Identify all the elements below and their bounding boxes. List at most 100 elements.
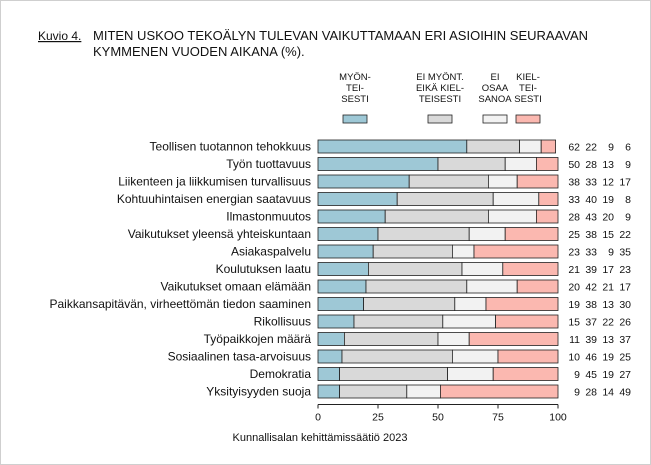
figure-label: Kuvio 4. [38, 29, 81, 43]
value-label: 13 [602, 334, 614, 346]
category-label: Teollisen tuotannon tehokkuus [150, 140, 311, 154]
x-tick-label: 75 [492, 412, 504, 424]
value-label: 42 [585, 282, 597, 294]
value-label: 46 [585, 352, 597, 364]
legend-label: TEI- [346, 83, 364, 94]
value-label: 39 [585, 334, 597, 346]
bars: Teollisen tuotannon tehokkuus 62 22 9 6Työn … [50, 140, 632, 399]
bar-segment [516, 279, 559, 294]
bar-segment [437, 332, 470, 346]
value-label: 27 [619, 369, 631, 381]
bar-segment [372, 244, 453, 259]
category-label: Paikkansapitävän, virheettömän tiedon sa… [50, 297, 312, 311]
legend-label: EI MYÖNT. [416, 72, 464, 83]
chart-title-line-2: KYMMENEN VUODEN AIKANA (%). [93, 44, 305, 59]
value-label: 9 [574, 369, 580, 381]
value-label: 35 [619, 247, 631, 259]
bar-segment [317, 192, 398, 206]
bar-segment [317, 384, 341, 399]
bar-segment [487, 209, 537, 224]
bar-segment [485, 297, 559, 311]
value-label: 9 [574, 387, 580, 399]
bar-segment [454, 297, 487, 311]
value-label: 62 [568, 142, 580, 154]
bar-segment [468, 332, 559, 346]
legend-label: MYÖN- [339, 72, 371, 83]
bar-segment [540, 139, 557, 154]
bar-segment [442, 314, 496, 329]
category-label: Työpaikkojen määrä [204, 332, 312, 346]
x-tick-label: 25 [372, 412, 384, 424]
value-label: 14 [602, 387, 614, 399]
value-label: 38 [585, 229, 597, 241]
value-label: 21 [568, 264, 580, 276]
value-label: 8 [625, 194, 631, 206]
bar-segment [451, 244, 475, 259]
value-label: 22 [619, 229, 631, 241]
bar-segment [317, 297, 364, 311]
value-label: 33 [585, 177, 597, 189]
bar-segment [451, 349, 499, 364]
bar-segment [317, 244, 374, 259]
bar-segment [492, 192, 540, 206]
bar-segment [536, 209, 559, 224]
value-label: 23 [619, 264, 631, 276]
value-label: 33 [568, 194, 580, 206]
value-label: 38 [585, 299, 597, 311]
bar-segment [495, 314, 559, 329]
legend-label: OSAA [482, 83, 509, 94]
bar-segment [502, 262, 559, 276]
bar-segment [339, 384, 408, 399]
legend-label: SESTI [341, 94, 368, 105]
bar-segment [367, 262, 463, 276]
value-label: 10 [568, 352, 580, 364]
value-label: 28 [568, 212, 580, 224]
bar-segment [538, 192, 559, 206]
value-label: 11 [569, 334, 580, 346]
bar-segment [447, 367, 494, 381]
bar-segment [504, 157, 537, 171]
value-label: 28 [585, 159, 597, 171]
value-label: 25 [619, 352, 631, 364]
bar-segment [519, 139, 542, 154]
value-label: 20 [568, 282, 580, 294]
bar-segment [317, 314, 355, 329]
value-label: 17 [619, 177, 631, 189]
bar-segment [487, 174, 518, 189]
x-tick-label: 0 [315, 412, 321, 424]
value-label: 17 [619, 282, 631, 294]
category-label: Rikollisuus [254, 315, 311, 329]
value-label: 19 [568, 299, 580, 311]
source-note: Kunnallisalan kehittämissäätiö 2023 [233, 432, 408, 444]
x-tick-label: 100 [549, 412, 567, 424]
bar-segment [408, 174, 489, 189]
legend-swatch [515, 114, 541, 124]
category-label: Ilmastonmuutos [226, 210, 311, 224]
category-label: Liikenteen ja liikkumisen turvallisuus [118, 175, 311, 189]
bar-segment [516, 174, 559, 189]
category-label: Vaikutukset omaan elämään [160, 280, 311, 294]
value-label: 9 [625, 159, 631, 171]
bar-segment [317, 139, 468, 154]
legend-label: SESTI [514, 94, 541, 105]
bar-segment [406, 384, 441, 399]
value-label: 50 [568, 159, 580, 171]
value-label: 49 [619, 387, 631, 399]
value-label: 13 [602, 159, 614, 171]
value-label: 20 [602, 212, 614, 224]
bar-segment [396, 192, 494, 206]
bar-segment [536, 157, 559, 171]
bar-segment [317, 157, 439, 171]
bar-segment [473, 244, 559, 259]
value-label: 40 [585, 194, 597, 206]
value-label: 13 [602, 299, 614, 311]
bar-segment [317, 279, 367, 294]
bar-segment [466, 139, 520, 154]
bar-segment [317, 349, 343, 364]
category-label: Asiakaspalvelu [231, 245, 311, 259]
legend-label: TEI- [519, 83, 537, 94]
bar-segment [384, 209, 489, 224]
bar-segment [317, 262, 369, 276]
value-label: 26 [619, 317, 631, 329]
value-label: 23 [568, 247, 580, 259]
